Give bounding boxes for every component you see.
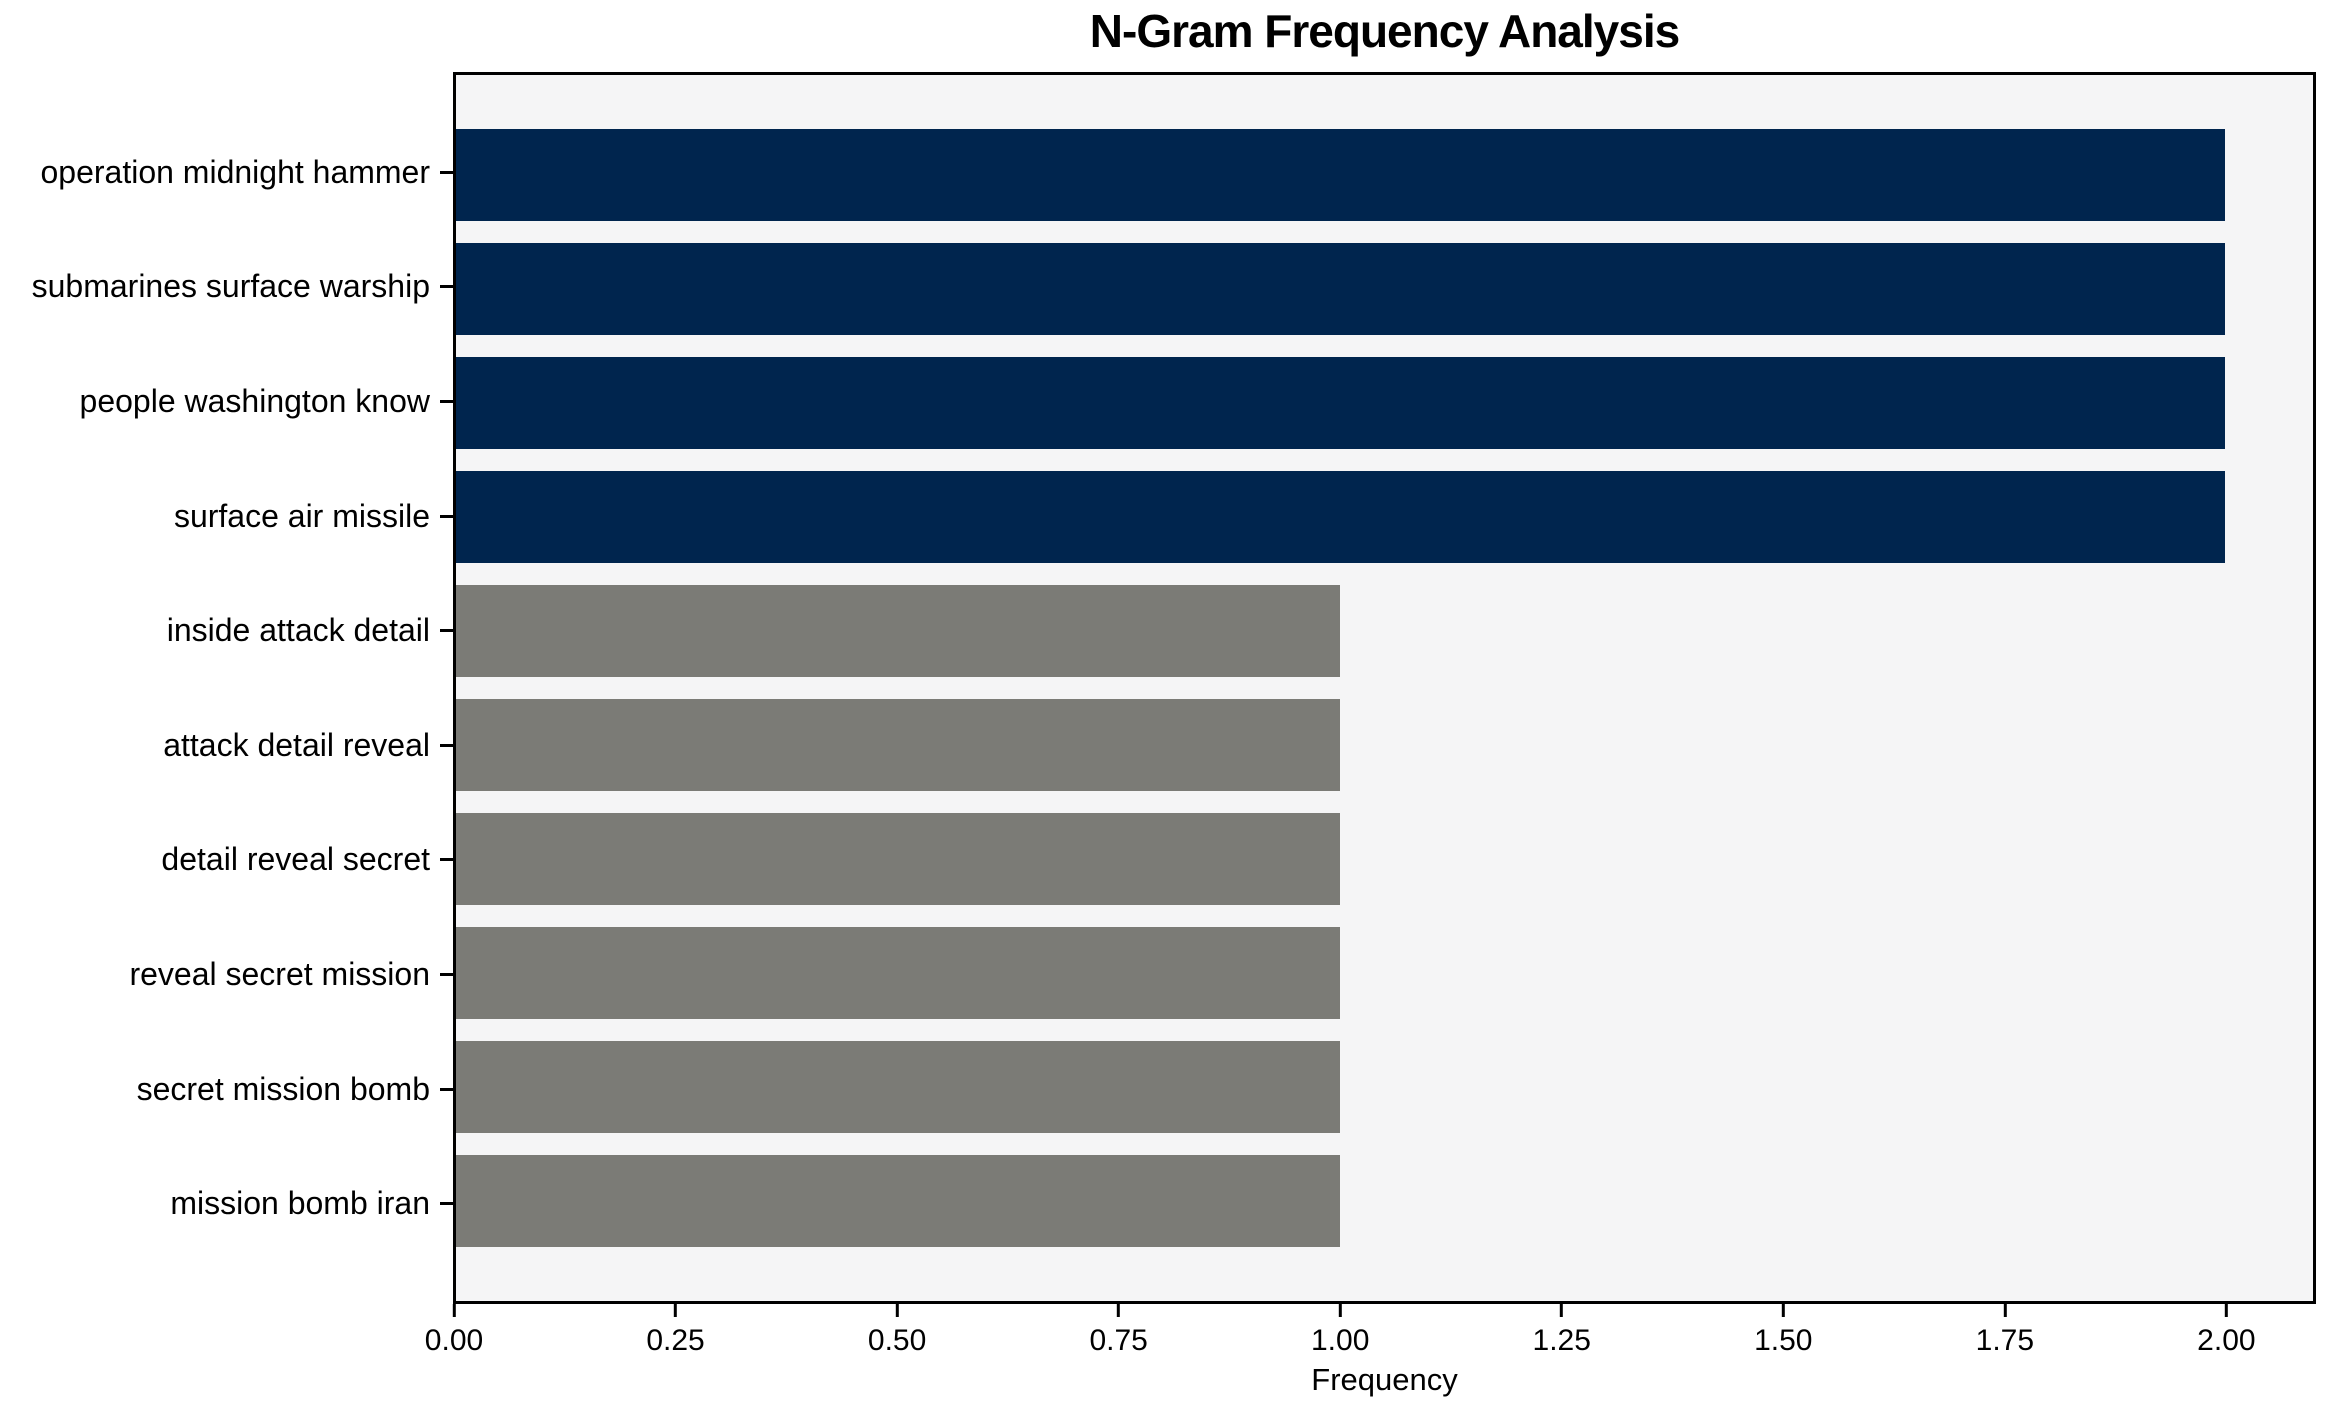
- y-tick-mark: [440, 1087, 453, 1091]
- x-tick-mark: [1781, 1304, 1785, 1317]
- y-tick: inside attack detail: [0, 573, 453, 688]
- bar-row: [456, 1030, 2313, 1144]
- y-tick: attack detail reveal: [0, 688, 453, 803]
- x-tick-label: 1.25: [1532, 1324, 1591, 1357]
- bar: [456, 813, 1341, 905]
- x-tick-mark: [1338, 1304, 1342, 1317]
- bar: [456, 1155, 1341, 1247]
- x-tick: 0.00: [425, 1304, 483, 1358]
- y-tick-label: submarines surface warship: [31, 268, 430, 305]
- bar: [456, 1041, 1341, 1133]
- x-tick: 1.50: [1754, 1304, 1812, 1358]
- x-tick: 1.25: [1533, 1304, 1591, 1358]
- bar-row: [456, 916, 2313, 1030]
- x-axis-title: Frequency: [1311, 1362, 1458, 1397]
- y-tick: people washington know: [0, 344, 453, 459]
- x-tick: 1.75: [1976, 1304, 2034, 1358]
- y-tick-label: surface air missile: [173, 497, 430, 534]
- y-tick-label: operation midnight hammer: [40, 153, 430, 190]
- y-tick-mark: [440, 170, 453, 174]
- bar: [456, 243, 2225, 335]
- plot-area: [453, 72, 2316, 1304]
- bar: [456, 357, 2225, 449]
- x-tick: 0.75: [1089, 1304, 1148, 1358]
- x-tick-label: 0.75: [1089, 1324, 1148, 1357]
- y-tick: submarines surface warship: [0, 230, 453, 345]
- y-tick: secret mission bomb: [0, 1032, 453, 1147]
- x-tick-label: 0.25: [646, 1324, 705, 1357]
- y-tick: reveal secret mission: [0, 917, 453, 1032]
- x-tick-mark: [674, 1304, 678, 1317]
- chart-title: N-Gram Frequency Analysis: [1089, 5, 1680, 57]
- bar-row: [456, 118, 2313, 232]
- y-tick-mark: [440, 629, 453, 633]
- x-tick-mark: [895, 1304, 899, 1317]
- x-tick-label: 0.00: [424, 1324, 484, 1357]
- bar-row: [456, 574, 2313, 688]
- x-tick-label: 1.75: [1975, 1324, 2035, 1357]
- y-tick-label: inside attack detail: [166, 612, 430, 649]
- y-tick: detail reveal secret: [0, 803, 453, 918]
- x-tick-mark: [452, 1304, 456, 1317]
- x-tick: 0.50: [868, 1304, 926, 1358]
- bar: [456, 129, 2225, 221]
- x-axis: 0.00 0.25 0.50 0.75 1.00 1.25 1.50 1.75 …: [425, 1304, 2315, 1374]
- y-tick-mark: [440, 285, 453, 289]
- y-tick-mark: [440, 1202, 453, 1206]
- x-tick: 1.00: [1311, 1304, 1369, 1358]
- x-tick-mark: [2003, 1304, 2007, 1317]
- x-tick-label: 1.50: [1754, 1324, 1813, 1357]
- x-tick-mark: [1560, 1304, 1564, 1317]
- x-tick-label: 2.00: [2197, 1324, 2256, 1357]
- y-tick-mark: [440, 858, 453, 862]
- x-tick-label: 1.00: [1310, 1324, 1370, 1357]
- bar-row: [456, 346, 2313, 460]
- bar: [456, 585, 1341, 677]
- y-tick-label: reveal secret mission: [129, 955, 430, 992]
- x-tick-mark: [2224, 1304, 2228, 1317]
- y-tick-mark: [440, 972, 453, 976]
- x-tick-label: 0.50: [867, 1324, 927, 1357]
- y-tick-mark: [440, 743, 453, 747]
- y-tick: surface air missile: [0, 459, 453, 574]
- bar: [456, 699, 1341, 791]
- bar-row: [456, 232, 2313, 346]
- y-tick-mark: [440, 399, 453, 403]
- y-tick-mark: [440, 514, 453, 518]
- x-tick: 2.00: [2197, 1304, 2256, 1358]
- y-tick-label: people washington know: [79, 382, 430, 419]
- bar: [456, 927, 1341, 1019]
- x-tick-mark: [1117, 1304, 1121, 1317]
- bar: [456, 471, 2225, 563]
- bar-row: [456, 688, 2313, 802]
- x-tick: 0.25: [646, 1304, 705, 1358]
- y-tick-label: secret mission bomb: [136, 1070, 430, 1107]
- bar-row: [456, 802, 2313, 916]
- y-tick-label: detail reveal secret: [161, 841, 430, 878]
- y-tick: operation midnight hammer: [0, 115, 453, 230]
- y-tick-label: attack detail reveal: [163, 726, 430, 763]
- bar-row: [456, 1144, 2313, 1258]
- y-axis: operation midnight hammer submarines sur…: [0, 72, 453, 1304]
- bar-row: [456, 460, 2313, 574]
- y-tick: mission bomb iran: [0, 1146, 453, 1261]
- y-tick-label: mission bomb iran: [170, 1185, 430, 1222]
